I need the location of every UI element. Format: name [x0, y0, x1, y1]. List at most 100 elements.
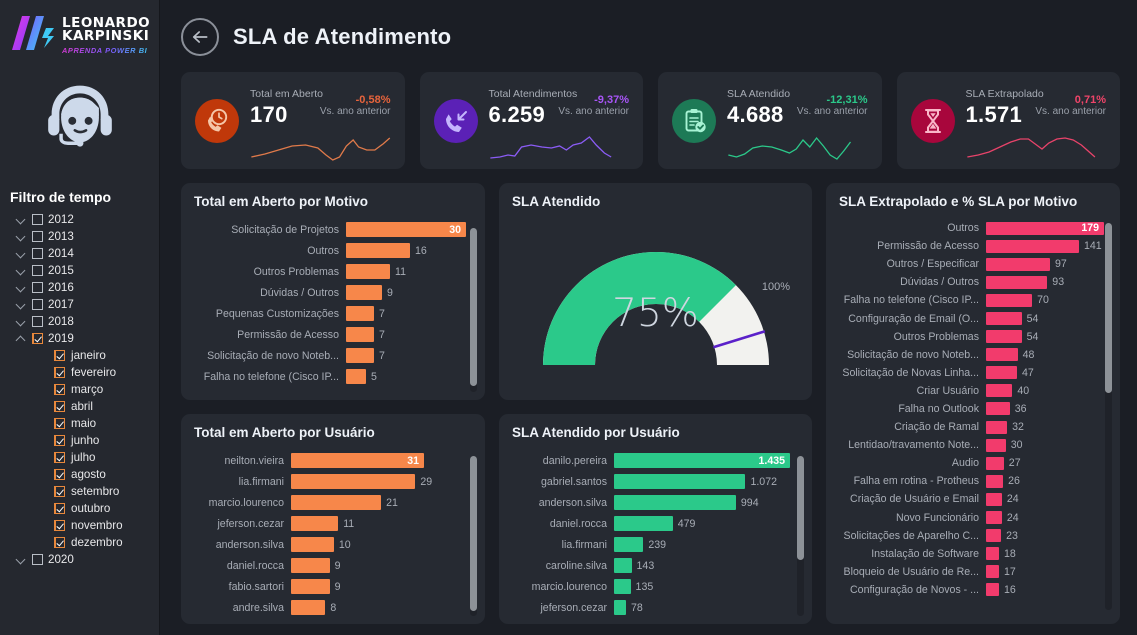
bar-fill[interactable]	[986, 456, 1004, 470]
bar-fill[interactable]	[986, 257, 1050, 271]
tree-item-setembro[interactable]: setembro	[6, 483, 159, 500]
bar-fill[interactable]	[986, 583, 999, 597]
bar-fill[interactable]	[614, 579, 631, 594]
scrollbar-thumb[interactable]	[470, 456, 477, 611]
tree-item-fevereiro[interactable]: fevereiro	[6, 364, 159, 381]
bar-fill[interactable]	[614, 537, 644, 552]
checkbox-fevereiro[interactable]	[54, 367, 65, 378]
bar-fill[interactable]	[986, 492, 1002, 506]
checkbox-março[interactable]	[54, 384, 65, 395]
tree-item-2018[interactable]: 2018	[6, 313, 159, 330]
bar-fill[interactable]	[614, 516, 673, 531]
bar-fill[interactable]	[291, 600, 326, 615]
bar-row[interactable]: Novo Funcionário 24	[826, 509, 1120, 527]
bar-fill[interactable]	[346, 264, 390, 279]
tree-item-2019[interactable]: 2019	[6, 330, 159, 347]
tree-item-maio[interactable]: maio	[6, 415, 159, 432]
bar-row[interactable]: Outros 179	[826, 219, 1120, 237]
bar-row[interactable]: Solicitação de Novas Linha... 47	[826, 364, 1120, 382]
bar-row[interactable]: Outros / Especificar 97	[826, 255, 1120, 273]
checkbox-maio[interactable]	[54, 418, 65, 429]
checkbox-agosto[interactable]	[54, 469, 65, 480]
bar-row[interactable]: Configuração de Email (O... 54	[826, 309, 1120, 327]
bar-row[interactable]: Pequenas Customizações 7	[181, 303, 485, 324]
bar-row[interactable]: Bloqueio de Usuário de Re... 17	[826, 563, 1120, 581]
checkbox-dezembro[interactable]	[54, 537, 65, 548]
chevron-up-icon[interactable]	[16, 333, 27, 344]
scrollbar-thumb[interactable]	[470, 228, 477, 386]
tree-item-março[interactable]: março	[6, 381, 159, 398]
bar-row[interactable]: jeferson.cezar 78	[499, 597, 812, 618]
chevron-down-icon[interactable]	[16, 554, 27, 565]
kpi-card-2[interactable]: SLA Atendido 4.688 -12,31% Vs. ano anterior	[658, 72, 882, 169]
bar-fill[interactable]	[986, 330, 1022, 344]
checkbox-2015[interactable]	[32, 265, 43, 276]
time-filter-tree[interactable]: 2012 2013 2014 2015 2016 2017 2018 2019 janeiro f…	[0, 211, 159, 568]
bar-row[interactable]: Dúvidas / Outros 93	[826, 273, 1120, 291]
chevron-down-icon[interactable]	[16, 214, 27, 225]
bar-fill[interactable]	[346, 327, 374, 342]
bar-row[interactable]: anderson.silva 994	[499, 492, 812, 513]
bar-fill[interactable]	[291, 579, 330, 594]
chevron-down-icon[interactable]	[16, 265, 27, 276]
bar-fill[interactable]	[986, 511, 1002, 525]
bar-fill[interactable]	[986, 547, 999, 561]
bar-row[interactable]: danilo.pereira 1.435	[499, 450, 812, 471]
tree-item-novembro[interactable]: novembro	[6, 517, 159, 534]
bar-fill[interactable]	[986, 275, 1048, 289]
tree-item-2017[interactable]: 2017	[6, 296, 159, 313]
bar-row[interactable]: Solicitação de novo Noteb... 48	[826, 346, 1120, 364]
bar-chart-aberto-por-motivo[interactable]: Solicitação de Projetos 30 Outros 16 Outros …	[181, 209, 485, 387]
kpi-card-3[interactable]: SLA Extrapolado 1.571 0,71% Vs. ano anterio…	[896, 72, 1120, 169]
bar-row[interactable]: Falha no Outlook 36	[826, 400, 1120, 418]
bar-row[interactable]: fabio.sartori 9	[181, 576, 485, 597]
tree-item-abril[interactable]: abril	[6, 398, 159, 415]
bar-fill[interactable]: 1.435	[614, 453, 790, 468]
bar-row[interactable]: lia.firmani 239	[499, 534, 812, 555]
tree-item-dezembro[interactable]: dezembro	[6, 534, 159, 551]
checkbox-abril[interactable]	[54, 401, 65, 412]
bar-fill[interactable]	[986, 384, 1013, 398]
bar-row[interactable]: daniel.rocca 479	[499, 513, 812, 534]
tree-item-junho[interactable]: junho	[6, 432, 159, 449]
scrollbar-track[interactable]	[1105, 223, 1112, 610]
bar-row[interactable]: Solicitação de novo Noteb... 7	[181, 345, 485, 366]
bar-fill[interactable]	[614, 600, 626, 615]
tree-item-julho[interactable]: julho	[6, 449, 159, 466]
back-button[interactable]	[181, 18, 219, 56]
bar-fill[interactable]	[346, 306, 374, 321]
bar-fill[interactable]	[986, 402, 1010, 416]
bar-fill[interactable]: 179	[986, 221, 1104, 235]
checkbox-2020[interactable]	[32, 554, 43, 565]
bar-fill[interactable]	[346, 369, 366, 384]
chevron-down-icon[interactable]	[16, 316, 27, 327]
chevron-down-icon[interactable]	[16, 282, 27, 293]
bar-row[interactable]: neilton.vieira 31	[181, 450, 485, 471]
bar-fill[interactable]	[614, 474, 746, 489]
checkbox-outubro[interactable]	[54, 503, 65, 514]
bar-row[interactable]: jeferson.cezar 11	[181, 513, 485, 534]
bar-row[interactable]: lia.firmani 29	[181, 471, 485, 492]
bar-fill[interactable]	[291, 537, 334, 552]
tree-item-2014[interactable]: 2014	[6, 245, 159, 262]
chevron-down-icon[interactable]	[16, 231, 27, 242]
bar-row[interactable]: daniel.rocca 9	[181, 555, 485, 576]
bar-row[interactable]: marcio.lourenco 135	[499, 576, 812, 597]
checkbox-2012[interactable]	[32, 214, 43, 225]
tree-item-2012[interactable]: 2012	[6, 211, 159, 228]
checkbox-setembro[interactable]	[54, 486, 65, 497]
kpi-card-1[interactable]: Total Atendimentos 6.259 -9,37% Vs. ano ant…	[419, 72, 643, 169]
bar-row[interactable]: gabriel.santos 1.072	[499, 471, 812, 492]
bar-row[interactable]: Dúvidas / Outros 9	[181, 282, 485, 303]
checkbox-2018[interactable]	[32, 316, 43, 327]
bar-fill[interactable]: 30	[346, 222, 466, 237]
bar-row[interactable]: marcio.lourenco 21	[181, 492, 485, 513]
bar-row[interactable]: Solicitações de Aparelho C... 23	[826, 527, 1120, 545]
bar-fill[interactable]	[291, 495, 382, 510]
bar-fill[interactable]	[986, 293, 1033, 307]
bar-fill[interactable]	[986, 529, 1002, 543]
checkbox-janeiro[interactable]	[54, 350, 65, 361]
bar-row[interactable]: Falha no telefone (Cisco IP... 70	[826, 291, 1120, 309]
bar-row[interactable]: Outros Problemas 11	[181, 261, 485, 282]
checkbox-2019[interactable]	[32, 333, 43, 344]
